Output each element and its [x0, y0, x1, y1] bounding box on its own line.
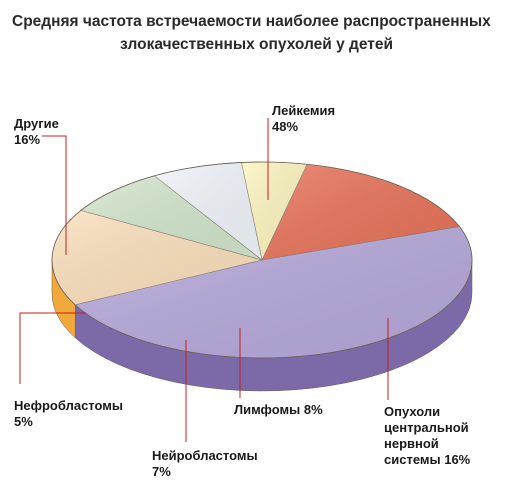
slice-label-other: Другие 16% [14, 116, 59, 147]
label-leader-lines [19, 118, 389, 442]
pie-rim [51, 161, 473, 359]
slice-label-line: 7% [152, 464, 171, 479]
slice-label-line: Другие [14, 116, 59, 131]
slice-label-lymphoma: Лимфомы 8% [234, 402, 323, 417]
slice-shade-other [262, 164, 460, 260]
slice-label-line: Опухоли [384, 404, 440, 419]
slice-labels: Лейкемия 48% Опухоли центральной нервной сист… [14, 103, 471, 479]
chart-title: Средняя частота встречаемости наиболее р… [12, 13, 491, 53]
slice-label-line: системы 16% [384, 452, 471, 467]
slice-label-line: 16% [14, 132, 40, 147]
slice-label-line: нервной [384, 436, 439, 451]
leader-nephroblastoma [19, 312, 86, 384]
pie-slices [51, 161, 473, 359]
slice-label-line: Лимфомы 8% [234, 402, 323, 417]
slice-label-line: Нейробластомы [152, 448, 258, 463]
chart-title-line-1: Средняя частота встречаемости наиболее р… [12, 13, 491, 30]
slice-label-line: центральной [384, 420, 469, 435]
slice-label-line: Лейкемия [272, 103, 335, 118]
slice-shade-leukemia [75, 226, 472, 358]
slice-label-line: 5% [14, 414, 33, 429]
slice-label-cns: Опухоли центральной нервной системы 16% [384, 404, 471, 467]
chart-title-line-2: злокачественных опухолей у детей [120, 36, 393, 53]
slice-shade-nephroblastoma [241, 162, 308, 260]
slice-label-neuroblastoma: Нейробластомы 7% [152, 448, 258, 479]
slice-shade-lymphoma [80, 175, 262, 260]
slice-shade-neuroblastoma [154, 162, 262, 260]
leader-other [42, 135, 67, 255]
slice-label-leukemia: Лейкемия 48% [272, 103, 335, 134]
slice-label-nephroblastoma: Нефробластомы 5% [14, 398, 123, 429]
slice-label-line: 48% [272, 119, 298, 134]
slice-shade-cns [52, 210, 263, 305]
slice-label-line: Нефробластомы [14, 398, 123, 413]
